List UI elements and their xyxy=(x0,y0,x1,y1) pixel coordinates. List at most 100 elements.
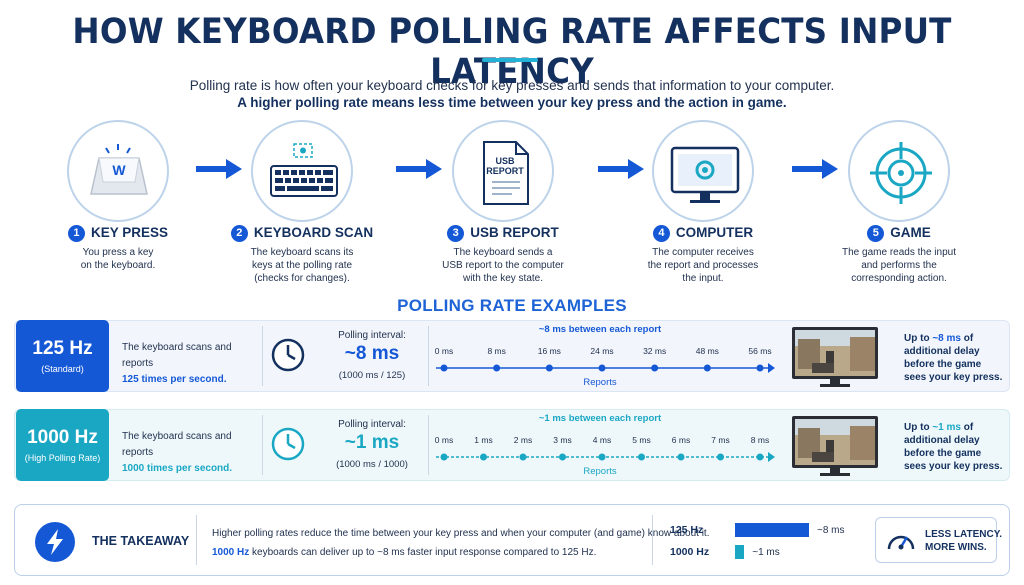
takeaway-title: THE TAKEAWAY xyxy=(92,534,190,548)
tick-label: 4 ms xyxy=(592,435,612,445)
clock-icon xyxy=(271,427,305,461)
report-dot xyxy=(756,364,764,372)
title-underline xyxy=(482,58,538,62)
takeaway-line-1: Higher polling rates reduce the time bet… xyxy=(212,528,710,539)
doc-label-1: USB xyxy=(495,156,515,166)
compare-label-125hz: 125 Hz xyxy=(670,524,704,536)
divider xyxy=(262,415,263,475)
doc-label-2: REPORT xyxy=(486,166,524,176)
step-1-circle: W xyxy=(67,120,169,222)
tick-label: 8 ms xyxy=(750,435,770,445)
game-screen-icon xyxy=(792,416,878,476)
rate-badge-1000hz: 1000 Hz (High Polling Rate) xyxy=(16,409,109,481)
slogan-text: LESS LATENCY. MORE WINS. xyxy=(925,529,1003,553)
tick-label: 8 ms xyxy=(487,346,506,356)
crosshair-icon xyxy=(870,142,932,204)
step-4-circle xyxy=(652,120,754,222)
flow-arrow-3 xyxy=(598,159,644,179)
report-dot xyxy=(677,453,685,461)
keyboard-icon xyxy=(270,143,338,197)
step-5-label: 5 GAME xyxy=(819,225,979,242)
tick-label: 5 ms xyxy=(632,435,651,445)
timeline-caption-125hz: ~8 ms between each report xyxy=(538,324,662,335)
takeaway-panel xyxy=(14,504,1010,576)
step-5-desc: The game reads the input and performs the… xyxy=(842,247,956,284)
examples-title: POLLING RATE EXAMPLES xyxy=(397,296,627,315)
step-4-desc: The computer receives the report and proc… xyxy=(647,247,759,284)
interval-calc-1000hz: (1000 ms / 1000) xyxy=(336,459,408,470)
step-2-circle xyxy=(251,120,353,222)
step-5-circle xyxy=(848,120,950,222)
compare-label-1000hz: 1000 Hz xyxy=(670,546,710,558)
step-1-desc: You press a key on the keyboard. xyxy=(80,247,156,271)
interval-label-125hz: Polling interval: xyxy=(338,330,406,341)
tick-label: 56 ms xyxy=(748,346,772,356)
tick-label: 6 ms xyxy=(671,435,691,445)
game-screen-icon xyxy=(792,327,878,387)
intro-line-1: Polling rate is how often your keyboard … xyxy=(189,78,835,93)
divider xyxy=(196,515,197,565)
report-dot xyxy=(598,364,606,372)
tick-label: 3 ms xyxy=(553,435,572,445)
speedometer-icon xyxy=(887,535,915,550)
timeline-arrowhead xyxy=(768,363,775,373)
report-dot xyxy=(545,364,553,372)
tick-label: 2 ms xyxy=(513,435,533,445)
report-dot xyxy=(598,453,606,461)
compare-bar-1000hz xyxy=(735,545,745,559)
tick-label: 16 ms xyxy=(537,346,561,356)
step-3-desc: The keyboard sends a USB report to the co… xyxy=(442,247,564,284)
tick-label: 48 ms xyxy=(695,346,719,356)
compare-bar-125hz xyxy=(735,523,809,537)
divider xyxy=(652,515,653,565)
compare-value-1000hz: ~1 ms xyxy=(752,547,780,558)
document-icon: USB REPORT xyxy=(483,141,529,205)
step-3-label: 3 USB REPORT xyxy=(423,225,583,242)
report-dot xyxy=(703,364,711,372)
timeline-arrowhead xyxy=(768,452,775,462)
interval-value-1000hz: ~1 ms xyxy=(344,432,400,453)
slogan-badge xyxy=(875,517,997,563)
rate-badge-125hz: 125 Hz (Standard) xyxy=(16,320,109,392)
tick-label: 7 ms xyxy=(711,435,730,445)
timeline-caption-1000hz: ~1 ms between each report xyxy=(538,413,662,424)
tick-label: 32 ms xyxy=(643,346,667,356)
delay-text-125hz: Up to ~8 ms of additional delay before t… xyxy=(904,333,1003,383)
report-dot xyxy=(717,453,724,461)
intro-line-2: A higher polling rate means less time be… xyxy=(237,95,787,110)
delay-text-1000hz: Up to ~1 ms of additional delay before t… xyxy=(904,422,1003,472)
step-4-label: 4 COMPUTER xyxy=(623,225,783,242)
report-dot xyxy=(440,453,448,461)
interval-value-125hz: ~8 ms xyxy=(344,343,400,364)
step-3-circle: USB REPORT xyxy=(452,120,554,222)
compare-value-125hz: ~8 ms xyxy=(817,525,845,536)
divider xyxy=(428,415,429,475)
timeline-1000hz xyxy=(436,452,775,462)
flow-arrow-1 xyxy=(196,159,242,179)
flow-arrow-4 xyxy=(792,159,838,179)
step-2-desc: The keyboard scans its keys at the pollin… xyxy=(250,247,354,284)
reports-label-1000hz: Reports xyxy=(583,466,617,477)
tick-label: 1 ms xyxy=(474,435,493,445)
report-dot xyxy=(756,453,764,461)
step-1-label: 1 KEY PRESS xyxy=(38,225,198,242)
monitor-icon xyxy=(670,146,740,203)
scan-text-1000hz: The keyboard scans and reports 1000 time… xyxy=(122,431,233,474)
report-dot xyxy=(519,453,527,461)
key-letter: W xyxy=(112,162,126,178)
interval-label-1000hz: Polling interval: xyxy=(338,419,406,430)
keycap-icon: W xyxy=(90,144,148,195)
scan-text-125hz: The keyboard scans and reports 125 times… xyxy=(122,342,232,385)
lightning-icon xyxy=(35,522,75,562)
tick-label: 0 ms xyxy=(434,346,454,356)
step-2-label: 2 KEYBOARD SCAN xyxy=(222,225,382,242)
reports-label-125hz: Reports xyxy=(583,377,617,388)
report-dot xyxy=(651,364,659,372)
divider xyxy=(428,326,429,386)
interval-calc-125hz: (1000 ms / 125) xyxy=(338,370,406,381)
clock-icon xyxy=(271,338,305,372)
tick-label: 0 ms xyxy=(434,435,454,445)
tick-label: 24 ms xyxy=(590,346,614,356)
report-dot xyxy=(493,364,501,372)
page-title: HOW KEYBOARD POLLING RATE AFFECTS INPUT … xyxy=(72,12,952,92)
